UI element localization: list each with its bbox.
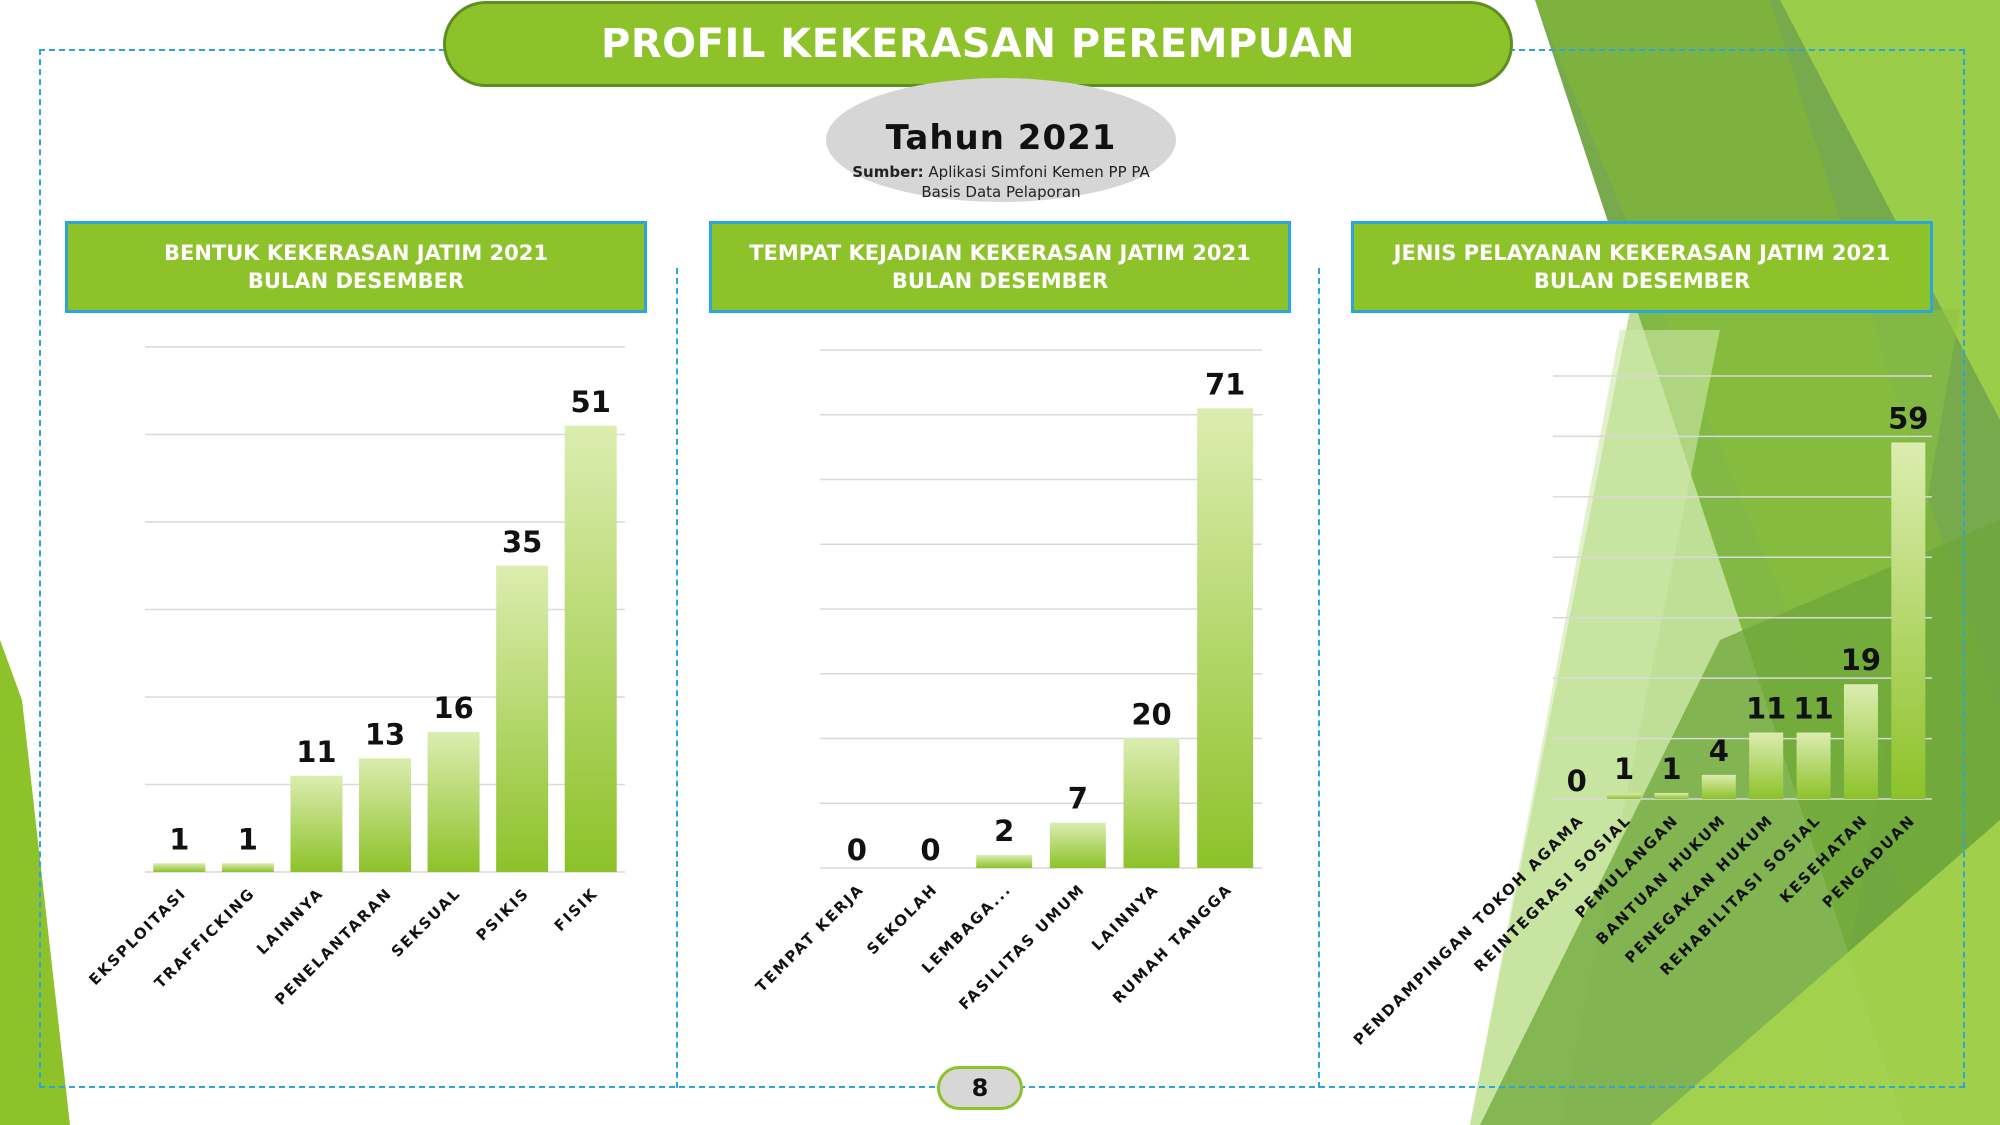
- bar: [427, 732, 480, 872]
- data-label: 0: [1567, 764, 1587, 798]
- data-label: 59: [1888, 401, 1928, 435]
- panel-title-line1: TEMPAT KEJADIAN KEKERASAN JATIM 2021: [749, 241, 1251, 265]
- page-title: PROFIL KEKERASAN PEREMPUAN: [443, 1, 1513, 87]
- data-label: 1: [1614, 752, 1634, 786]
- bar: [564, 425, 617, 872]
- panel-title-line2: BULAN DESEMBER: [891, 269, 1109, 293]
- data-label: 20: [1131, 698, 1171, 732]
- data-label: 0: [920, 833, 940, 867]
- bar: [221, 863, 274, 872]
- page-number: 8: [937, 1066, 1023, 1110]
- source-label: Sumber:: [852, 163, 924, 181]
- bar: [1891, 442, 1926, 799]
- panel-title-pelayanan: JENIS PELAYANAN KEKERASAN JATIM 2021 BUL…: [1351, 221, 1933, 313]
- source-line2: Basis Data Pelaporan: [921, 183, 1081, 201]
- data-label: 7: [1068, 782, 1088, 816]
- bar: [1197, 408, 1254, 868]
- bar: [1607, 792, 1642, 799]
- bar: [1796, 732, 1831, 799]
- year-label: Tahun 2021: [885, 118, 1117, 158]
- bar: [359, 758, 411, 872]
- bar: [1749, 732, 1784, 799]
- panel-title-tempat: TEMPAT KEJADIAN KEKERASAN JATIM 2021 BUL…: [709, 221, 1291, 313]
- data-label: 4: [1709, 734, 1729, 768]
- category-label: PENDAMPINGAN TOKOH AGAMA: [1350, 811, 1588, 1049]
- source-text: Aplikasi Simfoni Kemen PP PA: [923, 163, 1150, 181]
- data-label: 1: [169, 822, 189, 856]
- data-label: 2: [994, 814, 1014, 848]
- bar: [1123, 738, 1180, 868]
- panel-title-line2: BULAN DESEMBER: [1533, 269, 1751, 293]
- data-label: 11: [1746, 692, 1786, 726]
- data-label: 11: [296, 735, 336, 769]
- panel-title-bentuk: BENTUK KEKERASAN JATIM 2021 BULAN DESEMB…: [65, 221, 647, 313]
- bar: [1701, 774, 1736, 799]
- data-label: 16: [433, 691, 473, 725]
- bar: [976, 855, 1033, 868]
- panel-divider-2: [1318, 268, 1320, 1088]
- bar: [290, 775, 343, 872]
- data-label: 71: [1205, 367, 1245, 401]
- panel-divider-1: [676, 268, 678, 1088]
- data-label: 13: [365, 717, 405, 751]
- bar: [1654, 792, 1689, 799]
- year-badge: [826, 78, 1176, 202]
- data-label: 11: [1793, 692, 1833, 726]
- data-label: 0: [847, 833, 867, 867]
- bar: [1049, 822, 1106, 868]
- bar: [496, 565, 549, 872]
- panel-title-line2: BULAN DESEMBER: [247, 269, 465, 293]
- data-label: 19: [1841, 643, 1881, 677]
- source-note: Sumber: Aplikasi Simfoni Kemen PP PA Bas…: [816, 162, 1186, 202]
- data-label: 51: [571, 385, 611, 419]
- panel-title-line1: BENTUK KEKERASAN JATIM 2021: [163, 241, 549, 265]
- data-label: 35: [502, 525, 542, 559]
- bar: [153, 863, 206, 872]
- data-label: 1: [238, 822, 258, 856]
- panel-title-line1: JENIS PELAYANAN KEKERASAN JATIM 2021: [1393, 241, 1891, 265]
- bar: [1843, 684, 1878, 799]
- data-label: 1: [1661, 752, 1681, 786]
